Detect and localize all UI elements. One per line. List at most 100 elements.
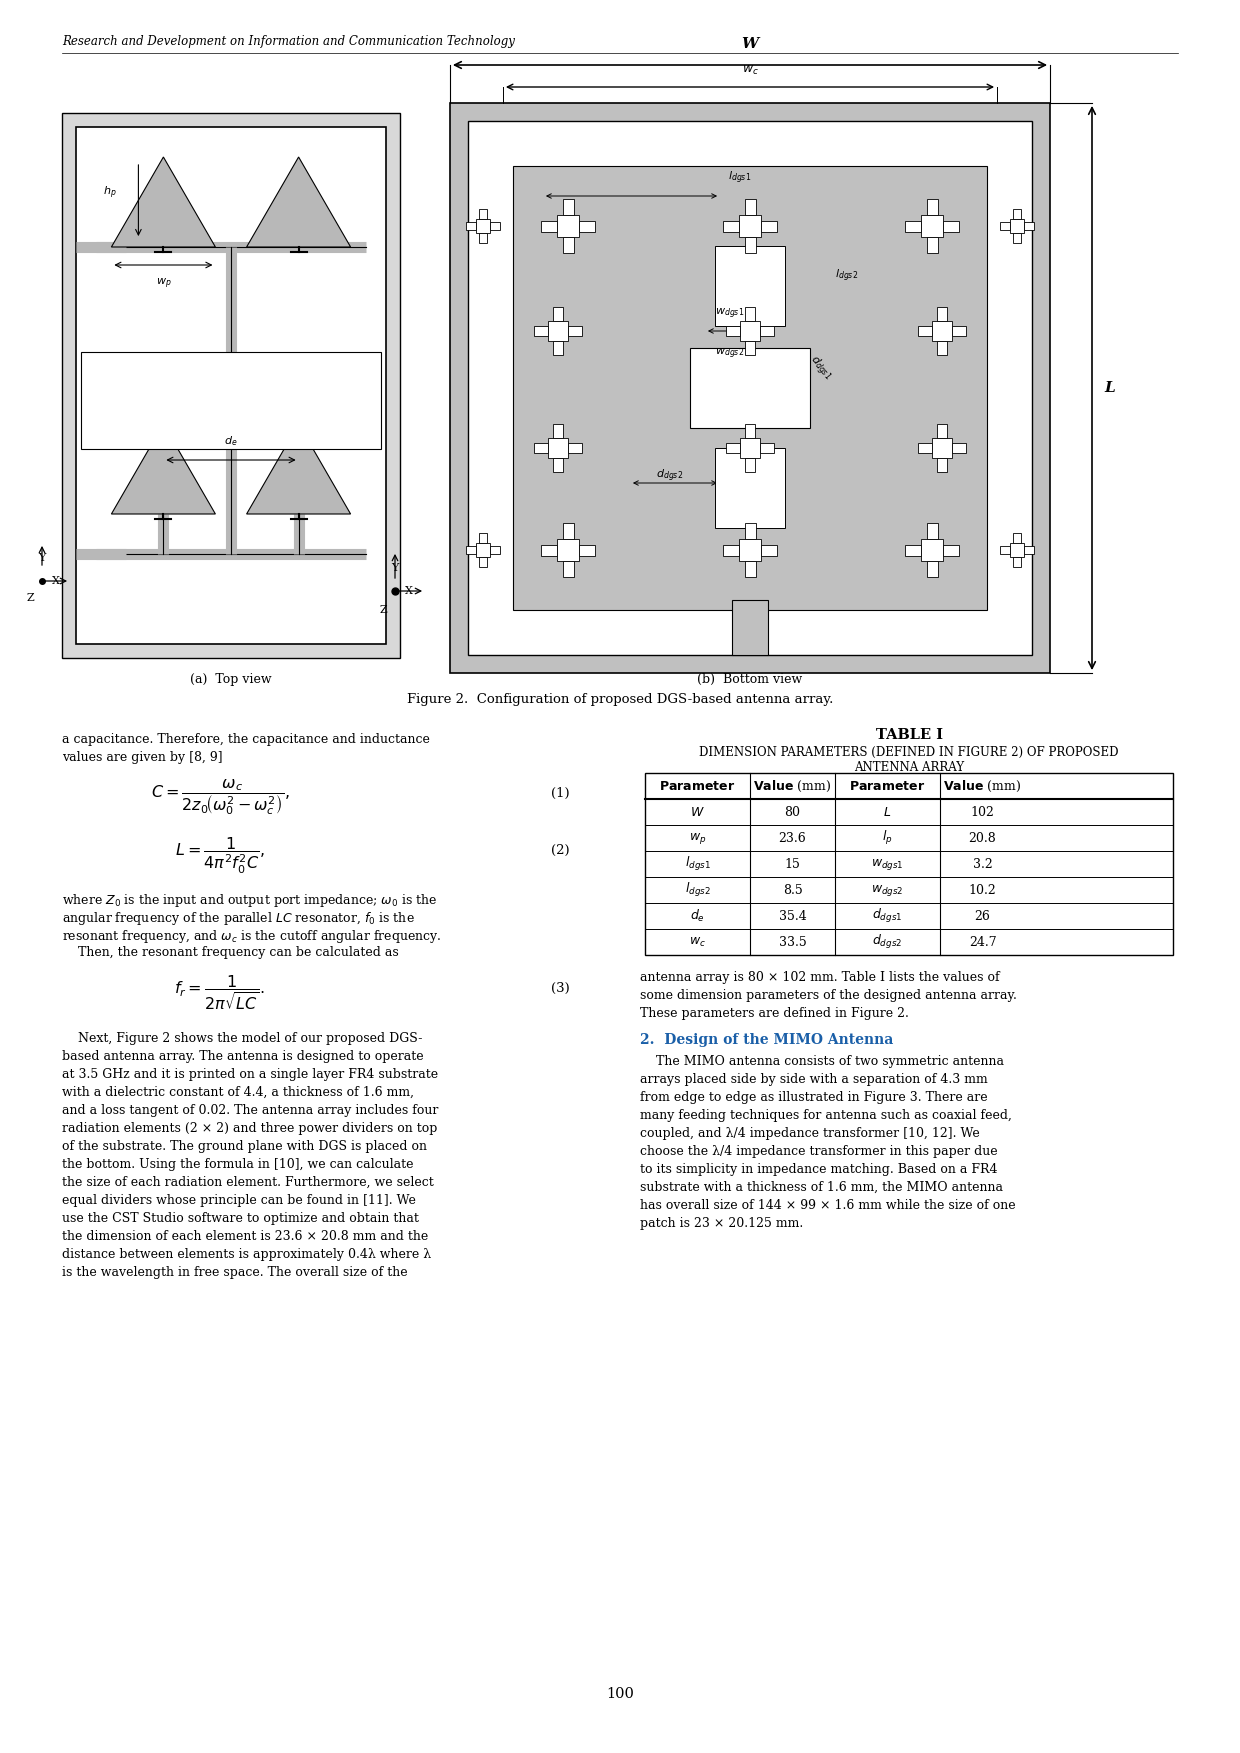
- Bar: [645, 773, 1173, 955]
- Bar: [1024, 223, 1034, 230]
- Bar: [1011, 219, 1024, 233]
- Bar: [926, 522, 937, 538]
- Text: and a loss tangent of 0.02. The antenna array includes four: and a loss tangent of 0.02. The antenna …: [62, 1104, 439, 1117]
- Text: 102: 102: [971, 805, 994, 819]
- Text: $f_r = \dfrac{1}{2\pi\sqrt{LC}}.$: $f_r = \dfrac{1}{2\pi\sqrt{LC}}.$: [175, 975, 265, 1013]
- Text: at 3.5 GHz and it is printed on a single layer FR4 substrate: at 3.5 GHz and it is printed on a single…: [62, 1068, 438, 1082]
- Text: $l_{dgs1}$: $l_{dgs1}$: [728, 170, 751, 186]
- Bar: [1011, 543, 1024, 557]
- Bar: [937, 458, 947, 472]
- Text: Y: Y: [38, 552, 46, 563]
- Bar: [942, 221, 959, 231]
- Bar: [921, 216, 942, 237]
- Bar: [563, 237, 573, 252]
- Text: Z: Z: [379, 605, 387, 615]
- Text: ANTENNA ARRAY: ANTENNA ARRAY: [854, 761, 963, 775]
- Bar: [563, 561, 573, 577]
- Text: has overall size of 144 × 99 × 1.6 mm while the size of one: has overall size of 144 × 99 × 1.6 mm wh…: [640, 1199, 1016, 1211]
- Text: $\mathbf{Value}$ (mm): $\mathbf{Value}$ (mm): [754, 778, 832, 794]
- Text: 35.4: 35.4: [779, 910, 806, 922]
- Bar: [534, 444, 548, 452]
- Text: $w_c$: $w_c$: [689, 936, 706, 948]
- Text: Z: Z: [26, 593, 33, 603]
- Text: These parameters are defined in Figure 2.: These parameters are defined in Figure 2…: [640, 1006, 909, 1020]
- Bar: [76, 126, 386, 643]
- Bar: [760, 326, 774, 337]
- Text: $C = \dfrac{\omega_c}{2z_0\!\left(\omega_0^2 - \omega_c^2\right)},$: $C = \dfrac{\omega_c}{2z_0\!\left(\omega…: [151, 777, 289, 817]
- Bar: [740, 321, 760, 342]
- Bar: [744, 237, 755, 252]
- Text: use the CST Studio software to optimize and obtain that: use the CST Studio software to optimize …: [62, 1211, 419, 1225]
- Text: $d_{dgs1}$: $d_{dgs1}$: [872, 906, 903, 926]
- Bar: [479, 209, 487, 219]
- Bar: [563, 522, 573, 538]
- Text: $w_c$: $w_c$: [742, 63, 759, 77]
- Text: $W$: $W$: [691, 805, 704, 819]
- Bar: [1013, 533, 1021, 543]
- Bar: [548, 321, 568, 342]
- Bar: [926, 200, 937, 216]
- Bar: [81, 352, 381, 449]
- Text: based antenna array. The antenna is designed to operate: based antenna array. The antenna is desi…: [62, 1050, 424, 1062]
- Bar: [905, 545, 921, 556]
- Bar: [999, 223, 1011, 230]
- Bar: [725, 326, 740, 337]
- Text: choose the λ/4 impedance transformer in this paper due: choose the λ/4 impedance transformer in …: [640, 1145, 998, 1159]
- Bar: [467, 121, 1032, 656]
- Bar: [744, 522, 755, 538]
- Text: $L$: $L$: [883, 805, 892, 819]
- Text: The MIMO antenna consists of two symmetric antenna: The MIMO antenna consists of two symmetr…: [640, 1055, 1004, 1068]
- Text: 3.2: 3.2: [972, 857, 992, 871]
- Text: (b)  Bottom view: (b) Bottom view: [697, 673, 802, 685]
- Bar: [723, 545, 739, 556]
- Text: $w_{dgs1}$: $w_{dgs1}$: [715, 307, 745, 321]
- Bar: [1024, 545, 1034, 554]
- Polygon shape: [247, 424, 351, 514]
- Bar: [479, 557, 487, 566]
- Text: $\mathbf{Parameter}$: $\mathbf{Parameter}$: [660, 780, 735, 792]
- Text: radiation elements (2 × 2) and three power dividers on top: radiation elements (2 × 2) and three pow…: [62, 1122, 438, 1134]
- Text: Research and Development on Information and Communication Technology: Research and Development on Information …: [62, 35, 515, 47]
- Text: 20.8: 20.8: [968, 831, 997, 845]
- Text: $d_{dgs1}$: $d_{dgs1}$: [805, 352, 835, 384]
- Bar: [739, 538, 761, 561]
- Text: is the wavelength in free space. The overall size of the: is the wavelength in free space. The ove…: [62, 1266, 408, 1280]
- Bar: [905, 221, 921, 231]
- Text: 10.2: 10.2: [968, 884, 997, 896]
- Bar: [740, 438, 760, 458]
- Text: some dimension parameters of the designed antenna array.: some dimension parameters of the designe…: [640, 989, 1017, 1003]
- Text: 23.6: 23.6: [779, 831, 806, 845]
- Bar: [513, 167, 987, 610]
- Text: (2): (2): [552, 843, 570, 857]
- Text: $l_p$: $l_p$: [882, 829, 893, 847]
- Bar: [725, 444, 740, 452]
- Bar: [937, 342, 947, 356]
- Text: 2.  Design of the MIMO Antenna: 2. Design of the MIMO Antenna: [640, 1033, 893, 1047]
- Text: from edge to edge as illustrated in Figure 3. There are: from edge to edge as illustrated in Figu…: [640, 1090, 987, 1104]
- Text: $d_{dgs2}$: $d_{dgs2}$: [873, 933, 903, 950]
- Text: values are given by [8, 9]: values are given by [8, 9]: [62, 750, 223, 764]
- Bar: [952, 444, 966, 452]
- Bar: [745, 458, 755, 472]
- Text: $\mathbf{Value}$ (mm): $\mathbf{Value}$ (mm): [944, 778, 1022, 794]
- Text: $h_p$: $h_p$: [103, 184, 117, 202]
- Text: Next, Figure 2 shows the model of our proposed DGS-: Next, Figure 2 shows the model of our pr…: [62, 1033, 423, 1045]
- Bar: [937, 424, 947, 438]
- Bar: [553, 424, 563, 438]
- Bar: [918, 444, 932, 452]
- Text: $d_{dgs2}$: $d_{dgs2}$: [656, 468, 683, 484]
- Bar: [1013, 209, 1021, 219]
- Text: W: W: [742, 37, 759, 51]
- Bar: [689, 349, 810, 428]
- Text: $w_{dgs1}$: $w_{dgs1}$: [872, 857, 904, 871]
- Text: $w_p$: $w_p$: [688, 831, 707, 845]
- Text: 24.7: 24.7: [968, 936, 996, 948]
- Bar: [476, 219, 490, 233]
- Text: $d_e$: $d_e$: [224, 435, 238, 449]
- Text: 26: 26: [975, 910, 991, 922]
- Bar: [761, 221, 777, 231]
- Bar: [715, 245, 785, 326]
- Bar: [715, 449, 785, 528]
- Text: $L = \dfrac{1}{4\pi^2 f_0^2 C},$: $L = \dfrac{1}{4\pi^2 f_0^2 C},$: [175, 836, 265, 876]
- Text: distance between elements is approximately 0.4λ where λ: distance between elements is approximate…: [62, 1248, 432, 1260]
